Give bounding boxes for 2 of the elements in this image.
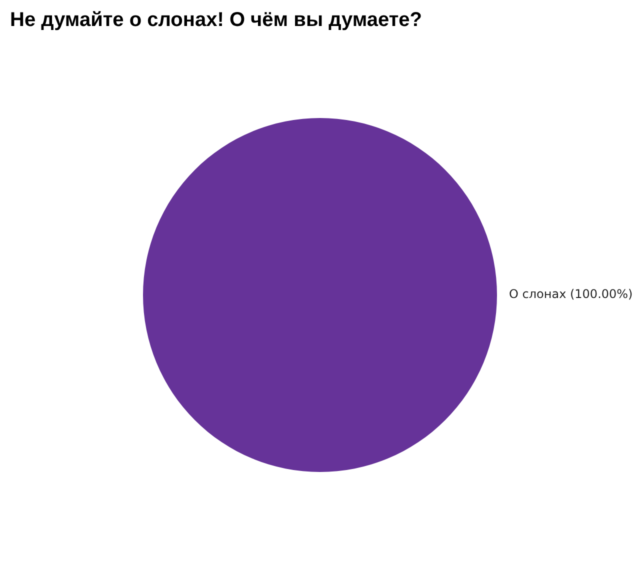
chart-title: Не думайте о слонах! О чём вы думаете? xyxy=(10,9,422,32)
slice-label: О слонах (100.00%) xyxy=(509,287,633,302)
